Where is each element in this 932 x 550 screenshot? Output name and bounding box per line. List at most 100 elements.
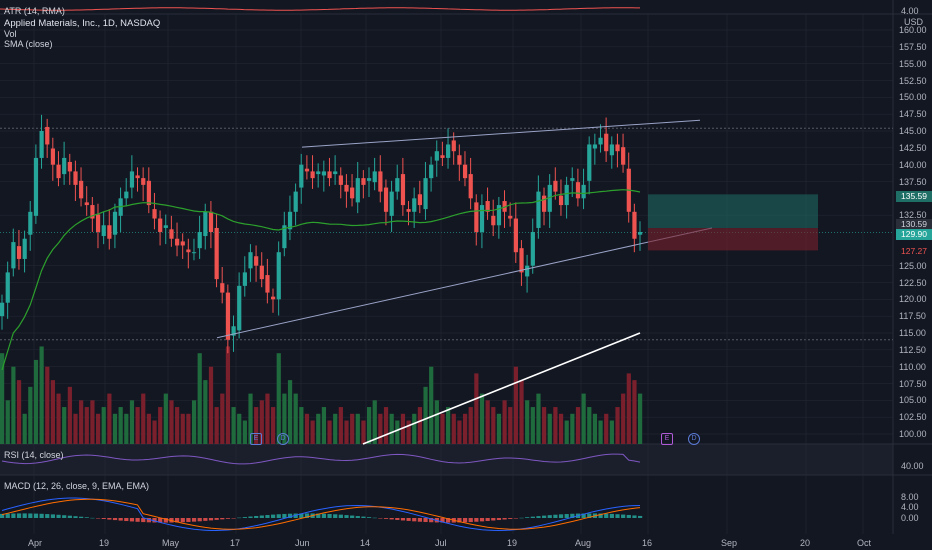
candle-body: [417, 194, 423, 206]
macd-histogram-bar: [73, 516, 78, 518]
upcoming-dividend-icon[interactable]: D: [688, 433, 700, 445]
candle-body: [508, 215, 513, 219]
volume-bar: [592, 413, 598, 444]
candle-body: [400, 174, 406, 206]
macd-histogram-bar: [406, 518, 411, 521]
candle-body: [225, 292, 231, 340]
volume-bar: [564, 420, 569, 444]
time-tick-label: May: [162, 538, 180, 548]
volume-bar: [383, 407, 389, 444]
price-tick-label: 155.00: [899, 58, 927, 69]
candle-body: [542, 195, 547, 212]
candle-body: [564, 184, 569, 206]
macd-histogram-bar: [429, 518, 434, 523]
candle-body: [186, 249, 191, 253]
last-price-tag: 129.90: [896, 229, 932, 240]
volume-bar: [423, 386, 428, 444]
macd-histogram-bar: [372, 517, 377, 519]
candle-body: [73, 171, 78, 185]
macd-histogram-bar: [276, 514, 281, 518]
symbol-title[interactable]: Applied Materials, Inc., 1D, NASDAQ: [4, 18, 161, 29]
rsi-title: RSI (14, close): [4, 450, 64, 460]
earnings-event-icon[interactable]: E: [250, 433, 262, 445]
candle-body: [129, 171, 135, 188]
position-target-zone: [648, 194, 818, 229]
macd-histogram-bar: [344, 515, 349, 518]
white-trend-line: [362, 332, 641, 445]
macd-histogram-bar: [417, 518, 423, 522]
volume-bar: [604, 413, 609, 444]
candle-body: [248, 252, 253, 269]
volume-bar: [146, 413, 151, 444]
candle-body: [366, 178, 372, 181]
volume-bar: [513, 366, 518, 444]
volume-bar: [225, 346, 231, 444]
volume-bar: [112, 413, 118, 444]
volume-bar: [429, 366, 434, 444]
macd-histogram-bar: [141, 518, 146, 523]
candle-body: [254, 256, 259, 266]
volume-bar: [519, 380, 524, 444]
price-tick-label: 120.00: [899, 294, 927, 305]
volume-bar: [485, 400, 490, 444]
candle-body: [276, 252, 281, 300]
macd-histogram-bar: [214, 518, 219, 520]
macd-tick-label: 8.00: [901, 492, 919, 502]
volume-bar: [101, 407, 106, 444]
macd-histogram-bar: [638, 515, 643, 518]
volume-bar: [621, 393, 626, 444]
volume-bar: [502, 400, 507, 444]
candle-body: [16, 246, 22, 259]
macd-histogram-bar: [163, 518, 168, 523]
volume-bar: [496, 413, 502, 444]
candle-body: [259, 265, 264, 280]
price-tick-label: 157.50: [899, 41, 927, 52]
candle-body: [208, 211, 214, 232]
target-price-tag: 135.59: [896, 191, 932, 202]
volume-bar: [626, 373, 631, 444]
sma-title: SMA (close): [4, 39, 53, 49]
time-tick-label: Apr: [28, 538, 43, 548]
volume-bar: [491, 407, 496, 444]
candle-body: [169, 229, 174, 239]
candle-body: [581, 184, 586, 199]
volume-bar: [248, 393, 253, 444]
volume-bar: [547, 413, 552, 444]
candle-body: [434, 151, 439, 161]
macd-histogram-bar: [39, 513, 44, 518]
macd-histogram-bar: [16, 513, 22, 518]
macd-histogram-bar: [366, 517, 372, 518]
dividend-event-icon[interactable]: D: [277, 433, 289, 445]
candle-body: [383, 187, 389, 212]
macd-histogram-bar: [5, 513, 10, 518]
volume-bar: [530, 407, 535, 444]
candle-body: [146, 180, 151, 206]
volume-bar: [231, 407, 236, 444]
macd-histogram-bar: [11, 513, 16, 518]
volume-bar: [39, 346, 44, 444]
upcoming-earnings-icon[interactable]: E: [661, 433, 673, 445]
macd-histogram-bar: [152, 518, 157, 523]
candle-body: [632, 211, 637, 239]
macd-histogram-bar: [479, 518, 485, 522]
candle-body: [570, 178, 575, 181]
candle-body: [592, 144, 598, 149]
volume-bar: [56, 393, 61, 444]
volume-bar: [327, 420, 332, 444]
candle-body: [282, 225, 287, 249]
candle-body: [11, 242, 16, 269]
macd-histogram-bar: [22, 513, 27, 518]
volume-bar: [197, 353, 202, 444]
macd-title: MACD (12, 26, close, 9, EMA, EMA): [4, 481, 150, 491]
volume-bar: [95, 413, 101, 444]
candle-body: [350, 187, 355, 199]
candle-body: [468, 174, 473, 199]
macd-histogram-bar: [107, 518, 112, 520]
macd-histogram-bar: [33, 513, 39, 518]
macd-histogram-bar: [118, 518, 123, 521]
macd-histogram-bar: [446, 518, 451, 523]
macd-histogram-bar: [536, 516, 541, 518]
macd-histogram-bar: [412, 518, 417, 522]
candle-body: [124, 191, 129, 199]
